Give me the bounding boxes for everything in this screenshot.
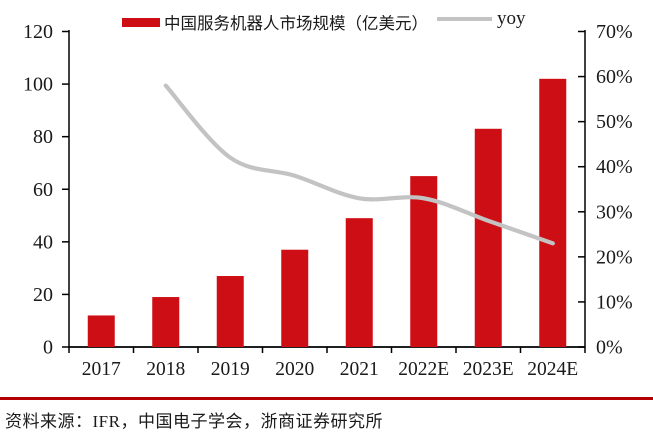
y-axis-right-label-0%: 0% (596, 337, 623, 359)
x-axis-label-2018: 2018 (146, 359, 185, 380)
bar-2019 (216, 276, 244, 347)
bar-2023E (474, 128, 502, 347)
combo-chart-canvas: 0 20 40 60 80 100 120 0% 10% 20% 30% 40% 50% 60% 70% 20… (23, 21, 633, 380)
legend-label-yoy: yoy (497, 8, 526, 29)
y-axis-right-label-10%: 10% (596, 291, 633, 313)
bar-2018 (152, 297, 180, 347)
y-axis-left-label-120: 120 (23, 21, 53, 43)
bar-2024E (539, 78, 567, 347)
yoy-line (163, 83, 555, 246)
bar-2021 (345, 218, 373, 347)
source-divider-line (0, 397, 653, 400)
chart-area: 0 20 40 60 80 100 120 0% 10% 20% 30% 40% 50% 60% 70% 20… (23, 8, 633, 380)
x-axis-label-2022E: 2022E (398, 359, 449, 380)
y-axis-left-label-80: 80 (33, 126, 53, 148)
legend-item-market-size: 中国服务机器人市场规模（亿美元） (122, 10, 428, 34)
x-axis-label-2023E: 2023E (463, 359, 514, 380)
y-axis-right-label-70%: 70% (596, 21, 633, 43)
bar-2020 (281, 249, 309, 347)
x-axis-label-2024E: 2024E (527, 359, 578, 380)
bar-2017 (87, 315, 115, 347)
y-axis-right-label-40%: 40% (596, 156, 633, 178)
source-note: 资料来源：IFR，中国电子学会，浙商证券研究所 (5, 412, 383, 431)
bar-legend-swatch (122, 17, 160, 27)
x-axis-label-2019: 2019 (211, 359, 250, 380)
y-axis-left-label-0: 0 (43, 337, 53, 359)
legend-label-market-size: 中国服务机器人市场规模（亿美元） (164, 14, 428, 33)
line-legend-swatch (437, 17, 492, 21)
y-axis-right-label-60%: 60% (596, 66, 633, 88)
y-axis-right-label-50%: 50% (596, 111, 633, 133)
legend-item-yoy: yoy (437, 8, 526, 30)
x-axis-label-2017: 2017 (82, 359, 121, 380)
bar-2022E (410, 176, 438, 347)
y-axis-left-label-20: 20 (33, 284, 53, 306)
y-axis-right-label-20%: 20% (596, 246, 633, 268)
y-axis-left-label-100: 100 (23, 74, 53, 96)
y-axis-right-label-30%: 30% (596, 201, 633, 223)
x-axis-label-2020: 2020 (275, 359, 314, 380)
y-axis-left-label-60: 60 (33, 179, 53, 201)
y-axis-left-label-40: 40 (33, 231, 53, 253)
x-axis-label-2021: 2021 (340, 359, 379, 380)
